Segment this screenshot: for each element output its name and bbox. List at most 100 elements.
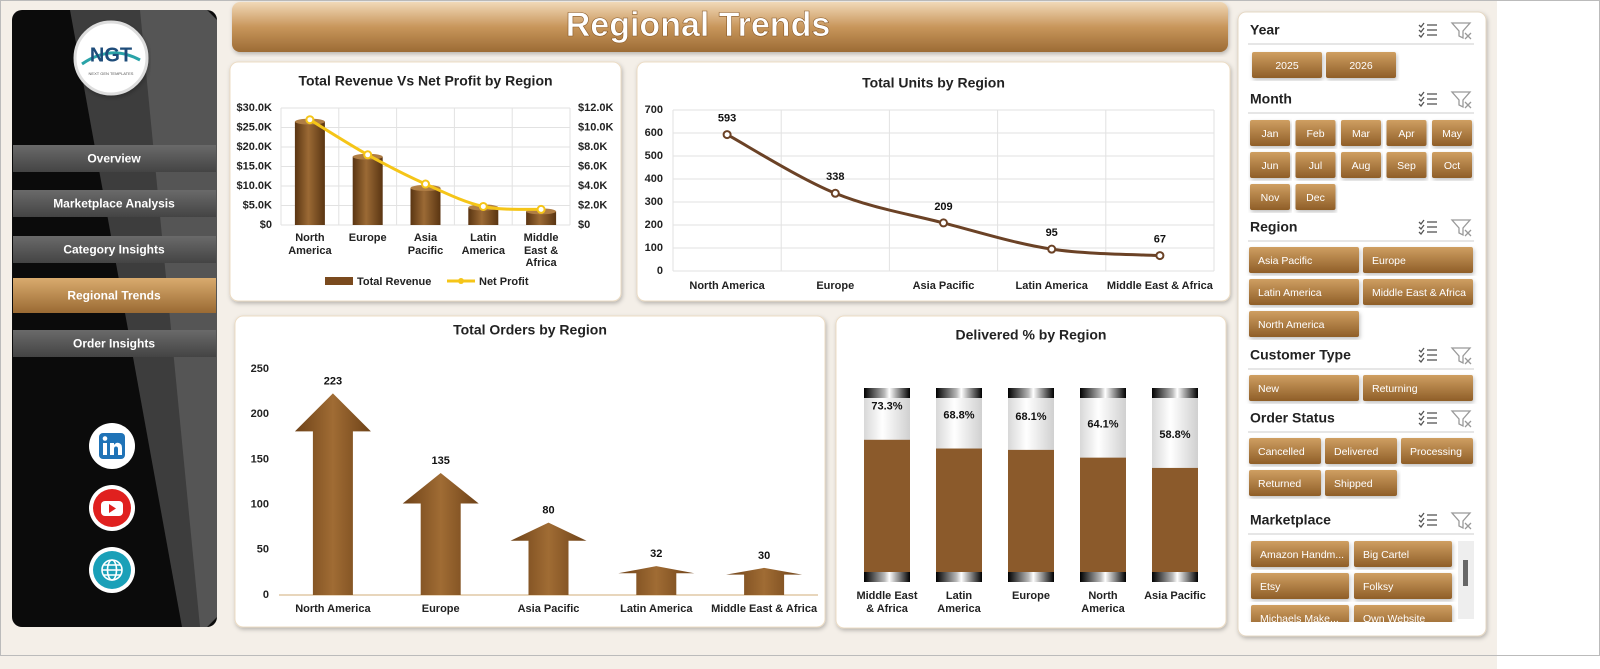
line-marker	[363, 150, 373, 160]
x-tick-label: Middle East & Africa	[711, 603, 818, 615]
nav-button-active[interactable]	[13, 278, 216, 313]
slicer-item[interactable]	[1250, 120, 1290, 146]
bar	[468, 207, 499, 225]
bar	[618, 566, 695, 595]
nav-button[interactable]	[13, 236, 216, 263]
nav-label: Category Insights	[63, 243, 165, 257]
x-tick-label: North America	[1081, 590, 1125, 615]
multi-select-icon[interactable]	[1418, 91, 1437, 107]
x-tick-label-box: North America	[689, 280, 765, 292]
slicer-item-label: Jan	[1262, 128, 1279, 140]
clear-filter-icon[interactable]	[1450, 219, 1472, 237]
x-tick-label: North America	[689, 280, 765, 292]
slicer-item-label: May	[1442, 128, 1463, 140]
y-tick-label: 0	[657, 265, 663, 277]
slicer-item[interactable]	[1341, 152, 1381, 178]
slicer-item[interactable]	[1249, 247, 1359, 273]
slicer-item[interactable]	[1249, 375, 1359, 401]
slicer-item[interactable]	[1354, 541, 1452, 567]
x-tick-label-box: Europe	[422, 603, 460, 615]
slicer-item[interactable]	[1250, 152, 1290, 178]
icon-check	[1418, 347, 1425, 363]
y-tick-label: $30.0K	[237, 102, 273, 114]
clear-filter-icon[interactable]	[1450, 410, 1472, 428]
logo	[73, 20, 149, 96]
slicer-item[interactable]	[1432, 152, 1472, 178]
x-tick-label-box: Middle East & Africa	[524, 232, 559, 266]
clear-filter-icon[interactable]	[1450, 347, 1472, 365]
x-tick-label-box: Europe	[349, 232, 387, 244]
slicer-item[interactable]	[1363, 247, 1473, 273]
slicer-item-label: Folksy	[1363, 581, 1394, 593]
slicer-item[interactable]	[1251, 541, 1349, 567]
slicer-item[interactable]	[1251, 573, 1349, 599]
slicer-item-label: Oct	[1444, 160, 1460, 172]
y-tick-label: $10.0K	[237, 180, 273, 192]
slicer-item[interactable]	[1354, 605, 1452, 631]
nav-button[interactable]	[13, 145, 216, 172]
slicer-item[interactable]	[1295, 184, 1336, 210]
cylinder-cap	[864, 572, 910, 582]
slicer-item-label: Dec	[1306, 192, 1325, 204]
slicer-item[interactable]	[1295, 152, 1336, 178]
slicer-item[interactable]	[1249, 279, 1359, 305]
x-tick-label: Asia Pacific	[407, 232, 444, 257]
slicer-item[interactable]	[1363, 279, 1473, 305]
multi-select-icon[interactable]	[1418, 22, 1437, 38]
slicer-item[interactable]	[1386, 120, 1427, 146]
slicer-item[interactable]	[1249, 311, 1359, 337]
chart: Total Orders by Region 0 50 100 150 200 250 Nor…	[234, 315, 826, 628]
slicer-item[interactable]	[1249, 438, 1321, 464]
multi-select-icon[interactable]	[1418, 347, 1437, 363]
slicer-item-label: Big Cartel	[1363, 549, 1409, 561]
clear-filter-icon[interactable]	[1450, 22, 1472, 40]
chart-panel	[234, 315, 826, 628]
x-tick-label: Asia Pacific	[1144, 590, 1206, 602]
y-tick-label: $12.0K	[578, 102, 614, 114]
slicer-item[interactable]	[1363, 375, 1473, 401]
bar	[352, 156, 383, 225]
x-tick-label-box: Latin America	[937, 590, 980, 615]
slicer-item-label: Michaels Make...	[1260, 613, 1339, 625]
slicer-item[interactable]	[1386, 152, 1427, 178]
y-tick-label: 150	[251, 453, 269, 465]
y-tick-label: $10.0K	[578, 121, 614, 133]
x-tick-label: Latin America	[461, 232, 505, 257]
nav-button[interactable]	[13, 330, 216, 357]
x-tick-label-box: North America	[1081, 590, 1125, 615]
x-tick-label-box: Latin America	[1016, 280, 1088, 292]
slicer-item-label: Returned	[1258, 478, 1301, 490]
chart: Total Revenue Vs Net Profit by Region $0 $…	[229, 61, 622, 302]
clear-filter-icon[interactable]	[1450, 512, 1472, 530]
bar	[864, 439, 910, 582]
y-tick-label: $6.0K	[578, 160, 607, 172]
data-label: 135	[432, 455, 450, 467]
slicer-item[interactable]	[1250, 184, 1290, 210]
slicer-item[interactable]	[1251, 605, 1349, 631]
slicer-item[interactable]	[1295, 120, 1336, 146]
multi-select-icon[interactable]	[1418, 512, 1437, 528]
slicer-item[interactable]	[1341, 120, 1381, 146]
slicer-item[interactable]	[1249, 470, 1321, 496]
slicer-item-label: Etsy	[1260, 581, 1281, 593]
slicer-item-label: Cancelled	[1258, 446, 1305, 458]
multi-select-icon[interactable]	[1418, 410, 1437, 426]
slicer-item-label: Nov	[1261, 192, 1280, 204]
slicer-item[interactable]	[1326, 52, 1396, 78]
slicer-item[interactable]	[1432, 120, 1472, 146]
x-tick-label-box: Middle East & Africa	[856, 590, 917, 615]
multi-select-icon[interactable]	[1418, 219, 1437, 235]
line-marker	[421, 179, 430, 189]
slicer-item[interactable]	[1401, 438, 1473, 464]
slicer-item[interactable]	[1354, 573, 1452, 599]
clear-filter-icon[interactable]	[1450, 91, 1472, 109]
icon-check	[1418, 91, 1425, 107]
slicer-item[interactable]	[1325, 470, 1397, 496]
bar	[936, 448, 982, 582]
x-tick-label-box: Asia Pacific	[518, 603, 580, 615]
slicer-item[interactable]	[1252, 52, 1322, 78]
cylinder-cap	[1080, 388, 1126, 398]
nav-button[interactable]	[13, 190, 216, 217]
slicer-item[interactable]	[1325, 438, 1397, 464]
